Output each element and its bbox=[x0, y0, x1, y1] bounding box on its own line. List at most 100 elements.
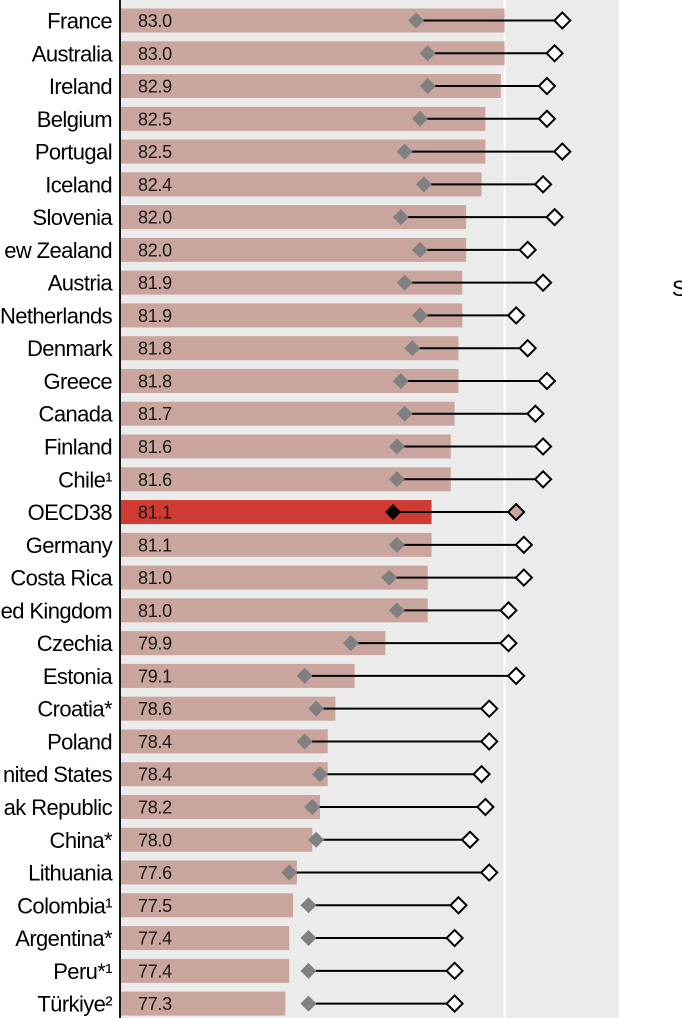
category-label-19: Czechia bbox=[37, 631, 114, 656]
filled-diamond-9 bbox=[412, 307, 428, 324]
filled-diamond-2 bbox=[419, 78, 436, 95]
bar-17 bbox=[120, 565, 428, 590]
cut-off-side-text: S bbox=[672, 276, 682, 301]
bar-18 bbox=[120, 598, 428, 623]
bar-9 bbox=[120, 303, 463, 328]
value-label-9: 81.9 bbox=[138, 306, 172, 326]
category-label-7: ew Zealand bbox=[4, 238, 112, 263]
hollow-diamond-27 bbox=[449, 895, 468, 915]
filled-diamond-12 bbox=[396, 405, 413, 422]
bar-22 bbox=[120, 729, 328, 754]
bar-23 bbox=[120, 762, 328, 787]
markers bbox=[281, 11, 572, 1014]
filled-diamond-20 bbox=[296, 667, 313, 684]
category-label-14: Chile¹ bbox=[58, 467, 112, 492]
category-label-0: France bbox=[47, 9, 112, 34]
hollow-diamond-10 bbox=[518, 338, 538, 358]
filled-diamond-27 bbox=[300, 897, 317, 914]
range-lines bbox=[289, 19, 563, 1005]
value-label-7: 82.0 bbox=[138, 240, 172, 260]
value-label-15: 81.1 bbox=[138, 503, 172, 523]
category-label-11: Greece bbox=[43, 369, 112, 394]
hollow-diamond-22 bbox=[479, 732, 499, 751]
category-label-16: Germany bbox=[26, 533, 113, 558]
category-label-1: Australia bbox=[32, 41, 114, 66]
hollow-diamond-9 bbox=[506, 306, 526, 325]
bar-19 bbox=[120, 631, 386, 656]
filled-diamond-15 bbox=[385, 504, 402, 521]
value-label-10: 81.8 bbox=[138, 339, 172, 359]
bar-30 bbox=[120, 991, 286, 1016]
category-label-24: ak Republic bbox=[4, 795, 113, 820]
hollow-diamond-0 bbox=[552, 11, 572, 30]
hollow-diamond-6 bbox=[545, 207, 565, 227]
filled-diamond-5 bbox=[415, 176, 432, 193]
value-label-1: 83.0 bbox=[138, 44, 172, 64]
bar-10 bbox=[120, 336, 459, 361]
bar-28 bbox=[120, 926, 290, 951]
value-label-20: 79.1 bbox=[138, 666, 172, 686]
filled-diamond-3 bbox=[412, 110, 428, 127]
value-label-26: 77.6 bbox=[138, 863, 172, 883]
value-label-17: 81.0 bbox=[138, 568, 172, 588]
category-label-13: Finland bbox=[44, 435, 112, 460]
hollow-diamond-17 bbox=[514, 568, 534, 588]
value-label-8: 81.9 bbox=[138, 273, 172, 293]
bar-29 bbox=[120, 958, 290, 983]
category-label-17: Costa Rica bbox=[10, 566, 113, 591]
hollow-diamond-5 bbox=[533, 174, 553, 194]
filled-diamond-16 bbox=[388, 536, 405, 553]
value-label-5: 82.4 bbox=[138, 175, 172, 195]
category-label-27: Colombia¹ bbox=[17, 893, 112, 918]
hollow-diamond-24 bbox=[475, 797, 495, 817]
value-label-24: 78.2 bbox=[138, 797, 172, 817]
category-label-22: Poland bbox=[47, 729, 112, 754]
hollow-diamond-4 bbox=[552, 142, 572, 161]
hollow-diamond-13 bbox=[533, 437, 553, 456]
category-label-15: OECD38 bbox=[28, 500, 113, 525]
category-label-25: China* bbox=[50, 828, 113, 853]
value-label-22: 78.4 bbox=[138, 732, 172, 752]
hollow-diamond-21 bbox=[479, 699, 499, 719]
value-label-2: 82.9 bbox=[138, 77, 172, 97]
category-label-20: Estonia bbox=[43, 664, 114, 689]
filled-diamond-25 bbox=[308, 831, 325, 848]
gridlines bbox=[503, 0, 621, 1018]
category-label-4: Portugal bbox=[35, 140, 112, 165]
value-label-25: 78.0 bbox=[138, 830, 172, 850]
hollow-diamond-8 bbox=[533, 273, 553, 293]
filled-diamond-13 bbox=[388, 438, 405, 455]
hollow-diamond-25 bbox=[460, 830, 480, 850]
category-label-26: Lithuania bbox=[28, 861, 113, 886]
category-label-9: Netherlands bbox=[0, 303, 113, 328]
hollow-diamond-12 bbox=[525, 404, 545, 424]
category-label-23: nited States bbox=[3, 762, 113, 787]
filled-diamond-28 bbox=[300, 930, 317, 947]
hollow-diamond-30 bbox=[445, 994, 465, 1014]
value-label-6: 82.0 bbox=[138, 208, 172, 228]
filled-diamond-8 bbox=[396, 274, 413, 291]
category-label-18: ed Kingdom bbox=[1, 598, 112, 623]
value-label-14: 81.6 bbox=[138, 470, 172, 490]
value-label-13: 81.6 bbox=[138, 437, 172, 457]
hollow-diamond-28 bbox=[445, 928, 465, 948]
hollow-diamond-14 bbox=[533, 469, 553, 489]
hollow-diamond-18 bbox=[499, 600, 518, 620]
filled-diamond-1 bbox=[419, 45, 436, 62]
filled-diamond-26 bbox=[281, 864, 298, 881]
value-label-3: 82.5 bbox=[138, 109, 172, 129]
hollow-diamond-15 bbox=[506, 502, 526, 522]
bar-15 bbox=[120, 500, 432, 525]
hollow-diamond-2 bbox=[537, 76, 557, 96]
category-label-28: Argentina* bbox=[15, 926, 113, 951]
filled-diamond-17 bbox=[381, 569, 398, 586]
bars bbox=[120, 8, 505, 1016]
filled-diamond-29 bbox=[300, 962, 317, 979]
value-label-16: 81.1 bbox=[138, 535, 172, 555]
filled-diamond-18 bbox=[388, 602, 405, 619]
category-labels: France Australia Ireland Belgium Portugal Ice… bbox=[0, 9, 114, 1017]
value-label-4: 82.5 bbox=[138, 142, 172, 162]
bar-21 bbox=[120, 696, 336, 721]
category-label-10: Denmark bbox=[27, 336, 114, 361]
filled-diamond-14 bbox=[388, 471, 405, 488]
